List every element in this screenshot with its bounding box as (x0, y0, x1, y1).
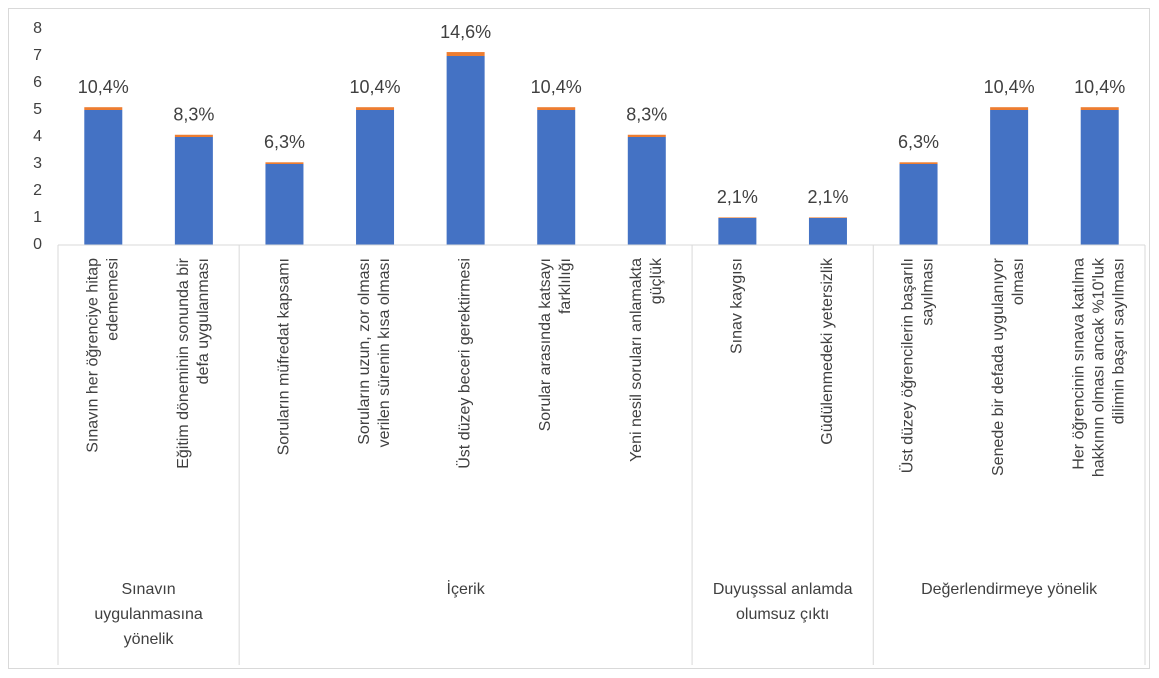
bar-segment (627, 137, 666, 245)
x-tick-label: Sınav kaygısı (729, 258, 746, 354)
bar-segment (537, 110, 576, 245)
y-tick-label: 7 (33, 47, 42, 64)
bar-segment (1080, 107, 1119, 110)
bar-segment (174, 134, 213, 137)
y-tick-label: 0 (33, 236, 42, 253)
y-tick-label: 6 (33, 74, 42, 91)
bar-segment (356, 107, 395, 110)
data-label: 6,3% (898, 132, 939, 152)
y-tick-label: 1 (33, 209, 42, 226)
bar-segment (1080, 110, 1119, 245)
chart-frame (8, 8, 1150, 669)
x-tick-label: Sorular arasında katsayı farklılığı (537, 258, 574, 431)
bar-segment (265, 164, 304, 245)
x-tick-label: Üst düzey beceri gerektirmesi (456, 258, 474, 469)
data-label: 2,1% (807, 187, 848, 207)
x-tick-label: Eğitim döneminin sonunda bir defa uygulan… (175, 257, 212, 468)
bar-segment (174, 137, 213, 245)
data-label: 10,4% (531, 77, 582, 97)
x-tick-label: Senede bir defada uygulanıyor olması (990, 257, 1027, 476)
bar-segment (808, 217, 847, 218)
group-label: İçerik (447, 579, 486, 598)
bar-segment (84, 107, 123, 110)
data-label: 6,3% (264, 132, 305, 152)
bar-segment (808, 218, 847, 245)
x-tick-label: Üst düzey öğrencilerin başarılı sayılması (899, 258, 937, 473)
x-tick-label: Yeni nesil soruları anlamakta güçlük (628, 257, 665, 462)
x-tick-label: Güdülenmedeki yetersizlik (819, 257, 836, 445)
data-label: 10,4% (78, 77, 129, 97)
bar-segment (356, 110, 395, 245)
data-label: 8,3% (173, 105, 214, 125)
bar-segment (84, 110, 123, 245)
y-tick-label: 8 (33, 20, 42, 37)
y-tick-label: 2 (33, 182, 42, 199)
y-tick-label: 3 (33, 155, 42, 172)
data-label: 10,4% (984, 77, 1035, 97)
bar-segment (899, 162, 938, 164)
bar-segment (265, 162, 304, 164)
data-label: 8,3% (626, 105, 667, 125)
bar-segment (446, 56, 485, 245)
bar-segment (537, 107, 576, 110)
bar-segment (990, 107, 1029, 110)
x-tick-label: Sınavın her öğrenciye hitap edememesi (85, 258, 122, 453)
bar-segment (718, 217, 757, 218)
group-label: Sınavın uygulanmasına yönelik (94, 581, 203, 648)
y-tick-label: 5 (33, 101, 42, 118)
bar-segment (718, 218, 757, 245)
bar-segment (627, 134, 666, 137)
group-label: Duyuşssal anlamda olumsuz çıktı (713, 581, 853, 623)
bar-segment (899, 164, 938, 245)
data-label: 14,6% (440, 22, 491, 42)
x-tick-label: Her öğrencinin sınava katılma hakkının ol… (1071, 257, 1128, 477)
x-tick-label: Soruların uzun, zor olması verilen süreni… (356, 258, 393, 447)
group-label: Değerlendirmeye yönelik (921, 581, 1098, 598)
y-tick-label: 4 (33, 128, 42, 145)
bar-segment (446, 52, 485, 56)
x-tick-label: Soruların müfredat kapsamı (276, 258, 293, 455)
data-label: 10,4% (1074, 77, 1125, 97)
data-label: 2,1% (717, 187, 758, 207)
bar-segment (990, 110, 1029, 245)
data-label: 10,4% (350, 77, 401, 97)
